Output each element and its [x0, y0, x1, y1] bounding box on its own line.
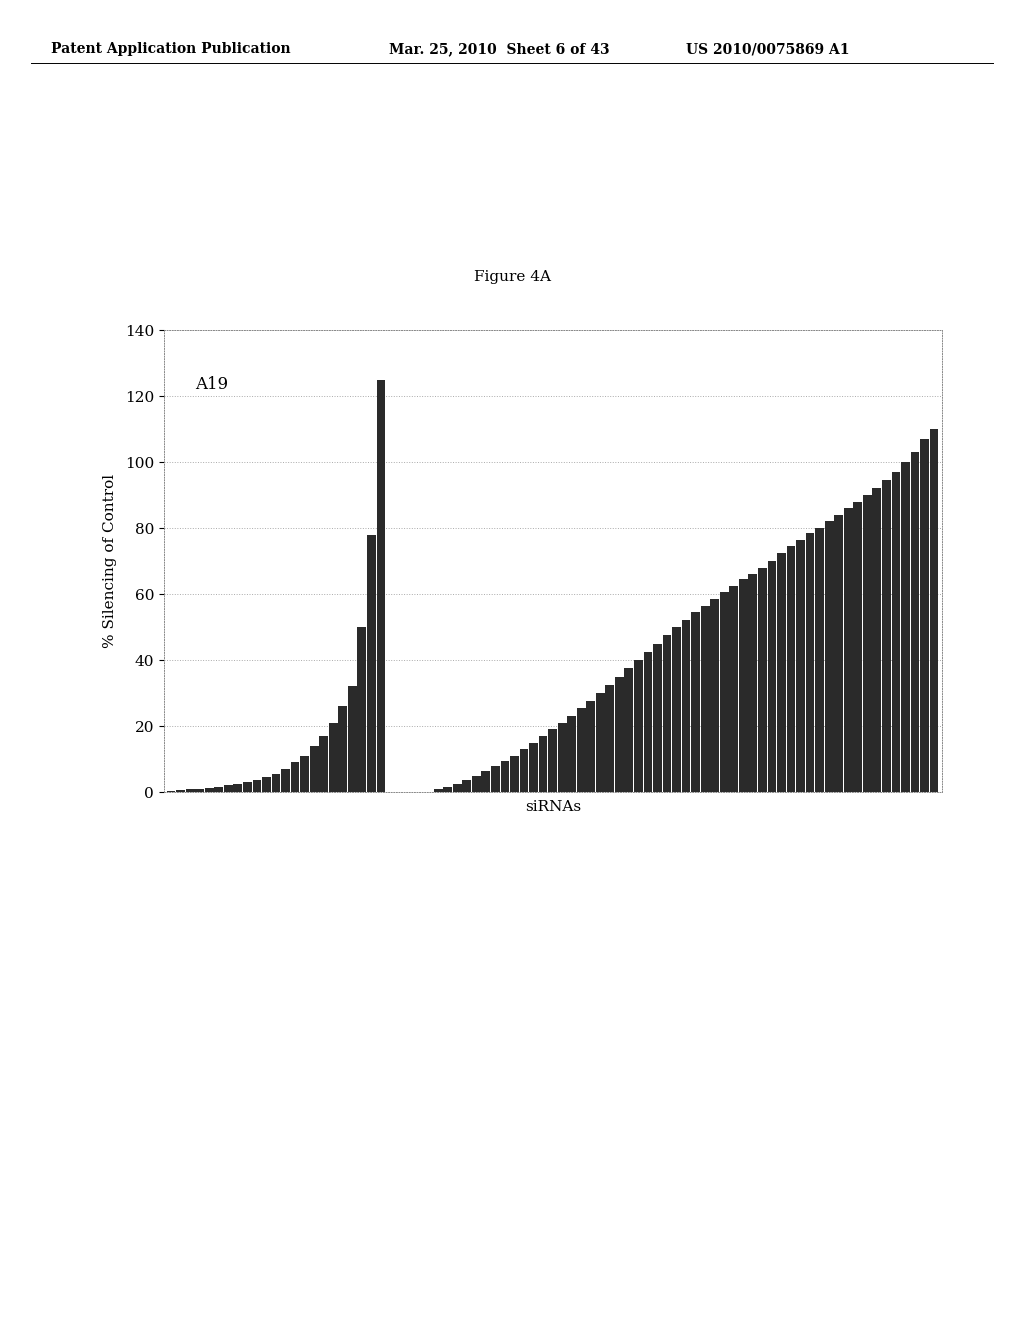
Bar	[567, 715, 577, 792]
Bar	[786, 546, 796, 792]
Bar	[835, 515, 843, 792]
Bar	[797, 540, 805, 792]
Bar	[806, 533, 814, 792]
Bar	[548, 729, 557, 792]
Bar	[205, 788, 214, 792]
Bar	[185, 789, 195, 792]
Bar	[663, 635, 672, 792]
Text: Mar. 25, 2010  Sheet 6 of 43: Mar. 25, 2010 Sheet 6 of 43	[389, 42, 609, 57]
Bar	[882, 480, 891, 792]
Text: Figure 4A: Figure 4A	[473, 269, 551, 284]
Bar	[472, 776, 480, 792]
Bar	[892, 473, 900, 792]
Bar	[519, 750, 528, 792]
Bar	[510, 755, 519, 792]
Bar	[691, 612, 700, 792]
Bar	[377, 380, 385, 792]
Bar	[729, 586, 738, 792]
X-axis label: siRNAs: siRNAs	[525, 800, 581, 814]
Bar	[224, 785, 232, 792]
Bar	[930, 429, 938, 792]
Bar	[300, 755, 309, 792]
Bar	[214, 787, 223, 792]
Bar	[501, 760, 509, 792]
Bar	[768, 561, 776, 792]
Bar	[453, 784, 462, 792]
Bar	[196, 789, 204, 792]
Bar	[901, 462, 910, 792]
Bar	[634, 660, 643, 792]
Bar	[262, 777, 271, 792]
Bar	[720, 593, 729, 792]
Bar	[596, 693, 604, 792]
Bar	[233, 784, 243, 792]
Text: Patent Application Publication: Patent Application Publication	[51, 42, 291, 57]
Bar	[434, 789, 442, 792]
Bar	[577, 708, 586, 792]
Bar	[271, 774, 281, 792]
Bar	[815, 528, 824, 792]
Bar	[253, 780, 261, 792]
Bar	[672, 627, 681, 792]
Bar	[615, 676, 624, 792]
Bar	[872, 488, 882, 792]
Bar	[910, 451, 920, 792]
Text: US 2010/0075869 A1: US 2010/0075869 A1	[686, 42, 850, 57]
Bar	[587, 701, 595, 792]
Bar	[539, 737, 548, 792]
Bar	[863, 495, 871, 792]
Bar	[653, 644, 662, 792]
Bar	[739, 579, 748, 792]
Bar	[529, 742, 538, 792]
Bar	[357, 627, 367, 792]
Bar	[625, 668, 633, 792]
Bar	[921, 438, 929, 792]
Bar	[558, 723, 566, 792]
Bar	[758, 568, 767, 792]
Bar	[824, 521, 834, 792]
Bar	[777, 553, 785, 792]
Bar	[310, 746, 318, 792]
Bar	[243, 781, 252, 792]
Bar	[338, 706, 347, 792]
Bar	[490, 766, 500, 792]
Bar	[749, 574, 758, 792]
Bar	[463, 780, 471, 792]
Bar	[682, 620, 690, 792]
Bar	[319, 737, 328, 792]
Bar	[700, 606, 710, 792]
Text: A19: A19	[195, 376, 228, 393]
Bar	[711, 599, 719, 792]
Bar	[329, 723, 338, 792]
Bar	[367, 535, 376, 792]
Bar	[443, 787, 452, 792]
Bar	[348, 686, 356, 792]
Bar	[282, 768, 290, 792]
Bar	[481, 771, 490, 792]
Bar	[853, 502, 862, 792]
Bar	[605, 685, 614, 792]
Bar	[291, 762, 299, 792]
Bar	[176, 791, 185, 792]
Bar	[844, 508, 853, 792]
Y-axis label: % Silencing of Control: % Silencing of Control	[102, 474, 117, 648]
Bar	[643, 652, 652, 792]
